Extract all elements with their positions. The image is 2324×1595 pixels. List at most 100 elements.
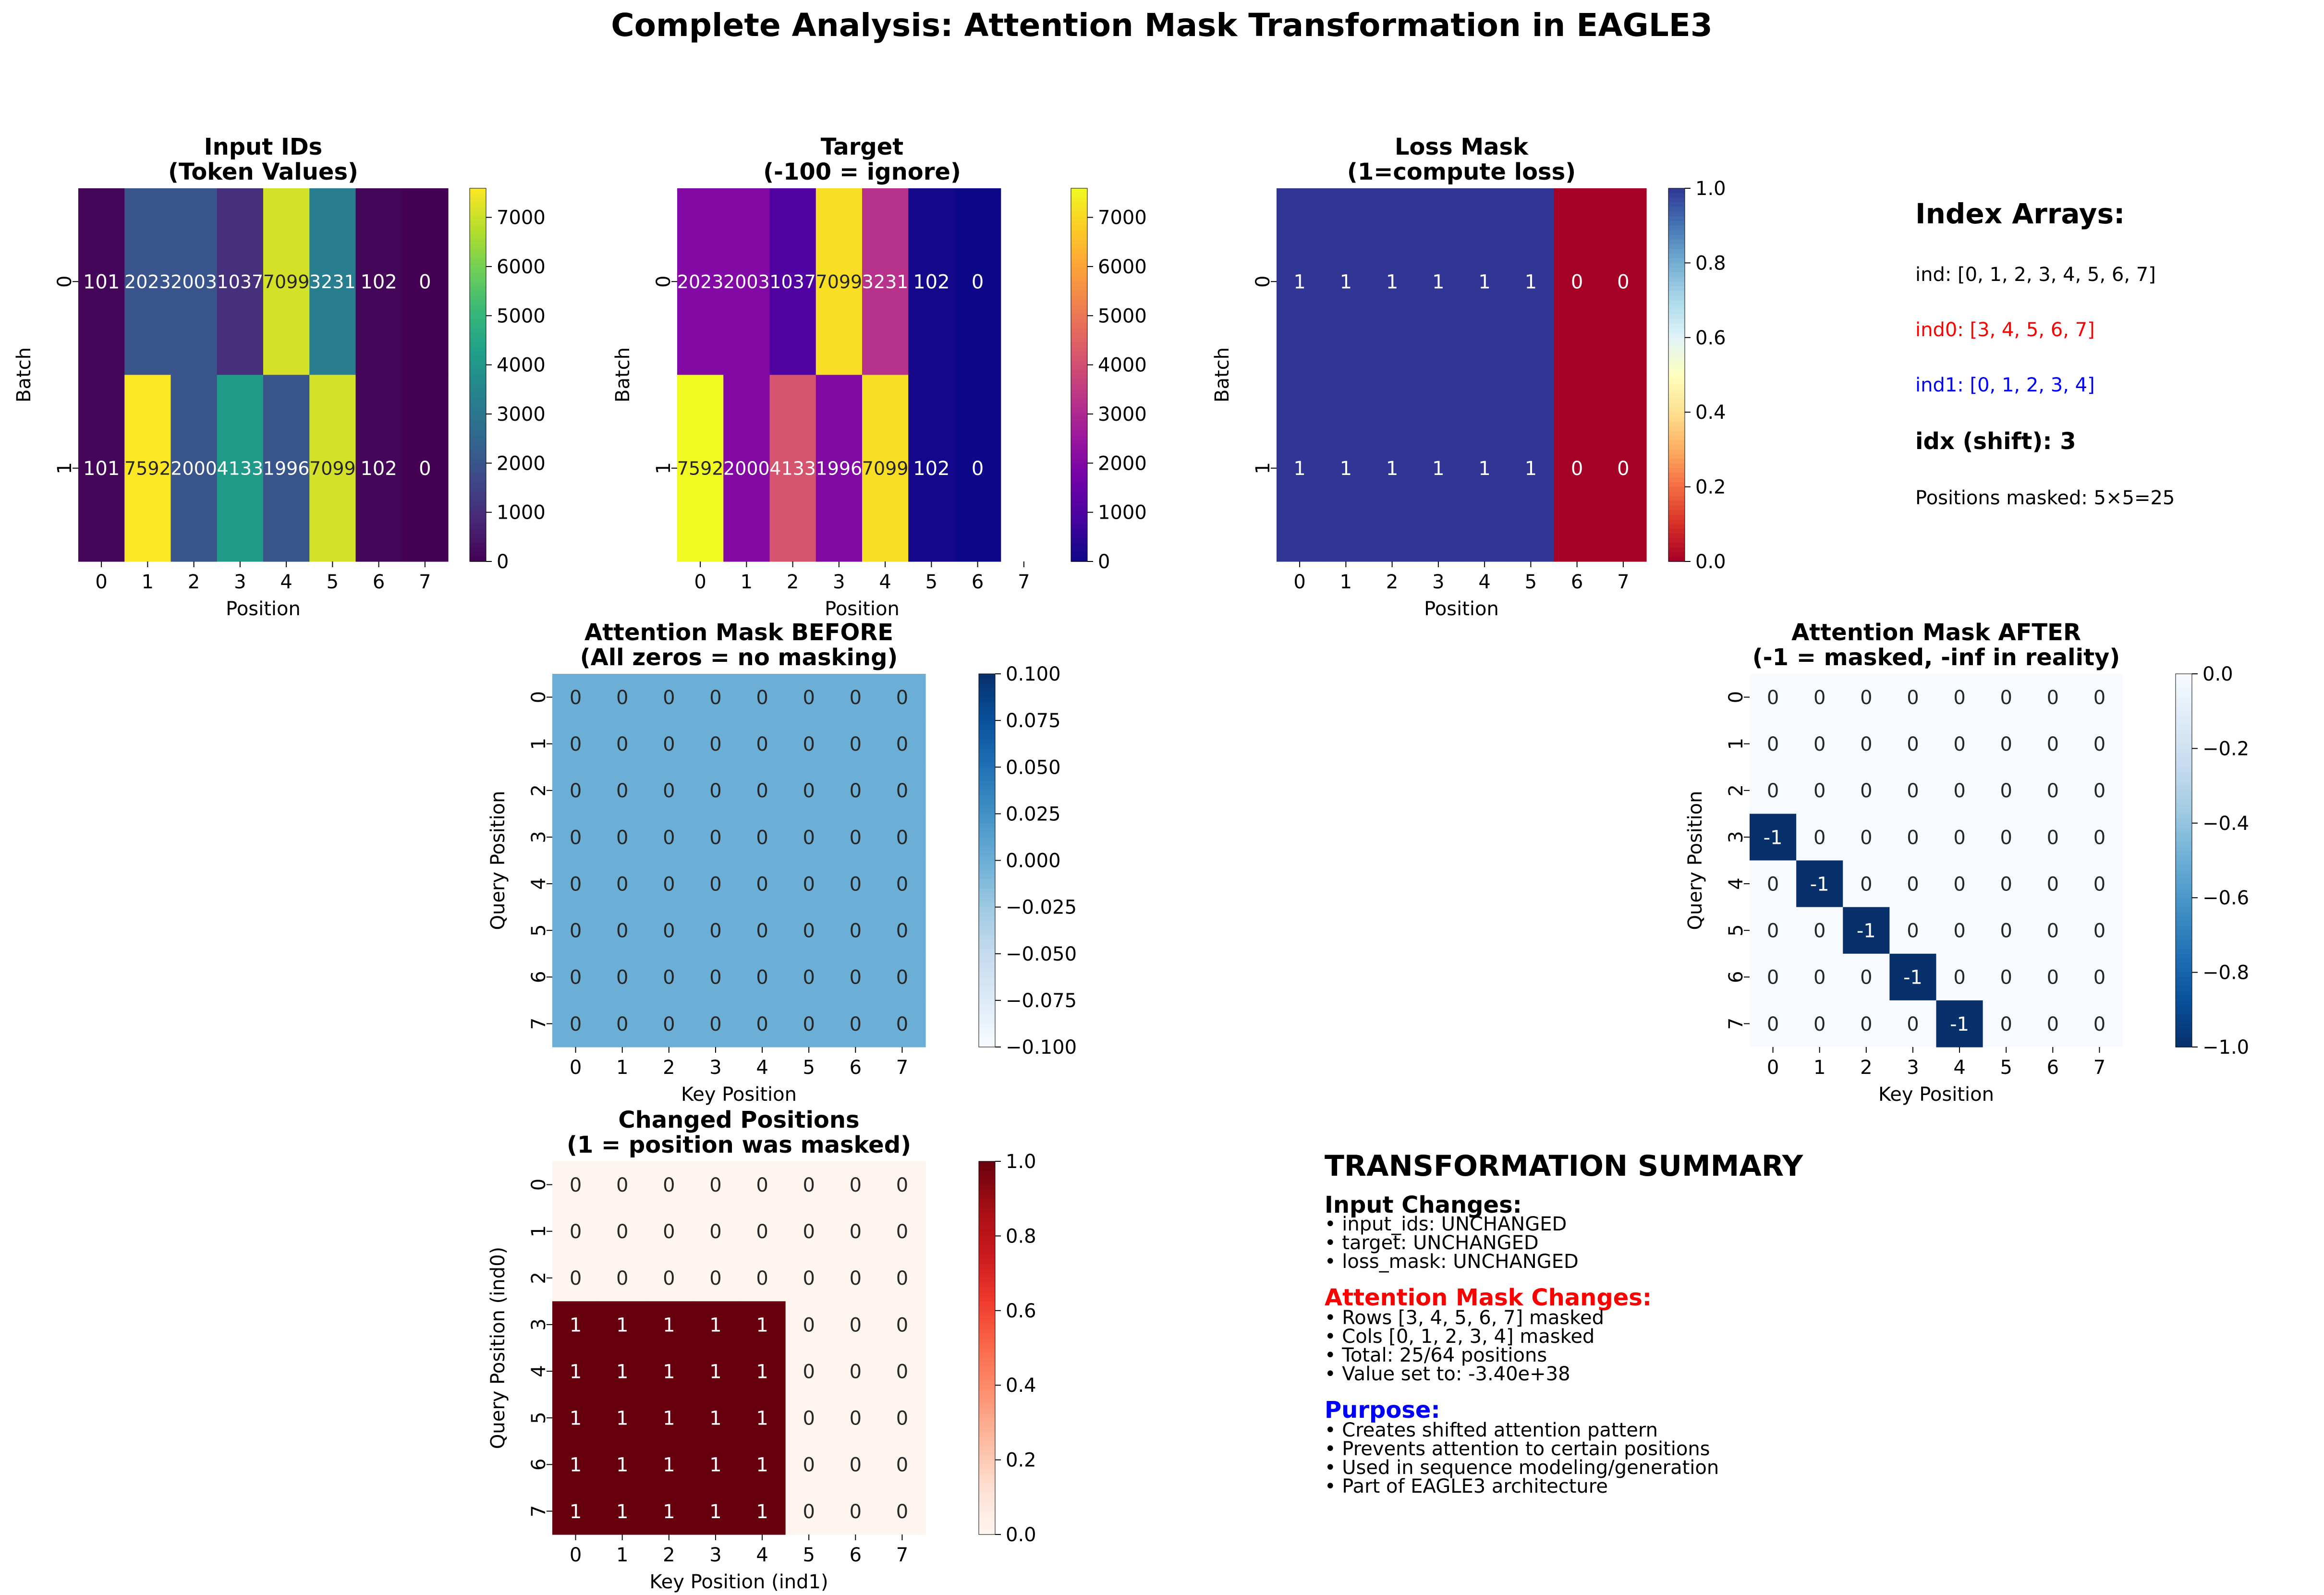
colorbar-segment [470, 351, 486, 357]
cell-value-label: 0 [756, 827, 768, 849]
colorbar-tick-label: 5000 [1098, 305, 1147, 327]
cell-value-label: 0 [1767, 873, 1779, 895]
colorbar-segment [1668, 235, 1685, 240]
colorbar-segment [979, 1324, 995, 1330]
cell-value-label: 0 [2047, 920, 2059, 942]
colorbar-segment [1668, 449, 1685, 455]
x-tick-label: 1 [1340, 571, 1352, 593]
colorbar-segment [470, 328, 486, 333]
colorbar-segment [979, 1348, 995, 1353]
cell-value-label: 0 [756, 687, 768, 709]
heatmap-cell [815, 375, 863, 562]
cell-value-label: 0 [1953, 827, 1965, 849]
cell-value-label: 1 [570, 1361, 582, 1383]
heatmap-cell [1936, 814, 1983, 861]
cell-value-label: 0 [2047, 780, 2059, 802]
colorbar-tick-label: −0.050 [1006, 943, 1077, 965]
colorbar-segment [1668, 207, 1685, 212]
colorbar-segment [979, 1371, 995, 1376]
colorbar-segment [2176, 781, 2192, 786]
colorbar-segment [979, 1339, 995, 1344]
colorbar-segment [979, 902, 995, 908]
heatmap-cell [645, 1394, 693, 1442]
colorbar-segment [979, 1394, 995, 1400]
colorbar-segment [979, 1264, 995, 1269]
heatmap-cell [1983, 720, 2030, 767]
colorbar-segment [2176, 1019, 2192, 1024]
cell-value-label: 0 [896, 1501, 908, 1523]
colorbar-tick-label: 1000 [497, 502, 546, 524]
cell-value-label: 0 [896, 1361, 908, 1383]
colorbar-segment [1071, 291, 1087, 296]
colorbar-segment [470, 505, 486, 511]
colorbar-segment [2176, 986, 2192, 992]
cell-value-label: 0 [663, 827, 675, 849]
x-tick-label: 6 [850, 1057, 862, 1079]
colorbar-segment [1071, 500, 1087, 506]
cell-value-label: 0 [803, 1013, 815, 1035]
cell-value-label: 0 [419, 458, 431, 480]
heatmap-cell [1936, 674, 1983, 721]
colorbar-tick-label: −0.8 [2202, 962, 2249, 984]
colorbar-segment [470, 286, 486, 292]
colorbar-segment [979, 1408, 995, 1414]
colorbar-segment [1668, 393, 1685, 399]
cell-value-label: 0 [1767, 920, 1779, 942]
colorbar-segment [979, 837, 995, 842]
idx-shift-text: idx (shift): 3 [1915, 428, 2076, 455]
colorbar-tick-label: −0.4 [2202, 813, 2249, 835]
colorbar-segment [979, 874, 995, 880]
colorbar-segment [1071, 477, 1087, 483]
colorbar-segment [979, 1014, 995, 1020]
colorbar-segment [2176, 916, 2192, 922]
colorbar-segment [1668, 328, 1685, 333]
colorbar-segment [1668, 263, 1685, 268]
colorbar-segment [1071, 202, 1087, 207]
heatmap-cell [815, 188, 863, 376]
heatmap-cell [739, 1000, 786, 1047]
heatmap-cell [599, 1208, 646, 1255]
cell-value-label: 1 [663, 1361, 675, 1383]
colorbar-segment [1071, 370, 1087, 376]
cell-value-label: 0 [756, 873, 768, 895]
colorbar-segment [979, 907, 995, 913]
cell-value-label: 0 [850, 1267, 862, 1290]
colorbar-segment [1071, 314, 1087, 319]
cell-value-label: -1 [1764, 827, 1783, 849]
heatmap-cell [785, 814, 833, 861]
colorbar-segment [470, 361, 486, 366]
heatmap-cell [832, 1487, 879, 1535]
cell-value-label: 0 [896, 1013, 908, 1035]
cell-value-label: 1 [1386, 271, 1398, 293]
colorbar-segment [979, 996, 995, 1001]
heatmap-cell [785, 1208, 833, 1255]
cell-value-label: 0 [850, 1174, 862, 1196]
cell-value-label: 0 [1860, 827, 1872, 849]
x-tick-label: 2 [1386, 571, 1398, 593]
heatmap-cell [785, 1301, 833, 1349]
heatmap-cell [552, 1487, 599, 1535]
colorbar-tick-label: 0 [497, 551, 509, 573]
colorbar-segment [979, 1226, 995, 1232]
cell-value-label: 3231 [309, 271, 356, 292]
colorbar-segment [1071, 459, 1087, 464]
cell-value-label: 0 [803, 1454, 815, 1476]
colorbar-segment [2176, 800, 2192, 805]
colorbar-segment [470, 402, 486, 408]
colorbar-segment [1071, 543, 1087, 548]
heatmap-cell [552, 907, 599, 954]
heatmap-cell [832, 1441, 879, 1488]
colorbar-segment [979, 1037, 995, 1043]
cell-value-label: 0 [896, 967, 908, 989]
colorbar-segment [979, 1310, 995, 1316]
cell-value-label: 0 [896, 920, 908, 942]
colorbar-segment [979, 1282, 995, 1288]
colorbar-segment [979, 757, 995, 763]
cell-value-label: 1 [1478, 458, 1490, 480]
colorbar-segment [2176, 888, 2192, 894]
colorbar-segment [1668, 491, 1685, 497]
heatmap-cell [739, 1394, 786, 1442]
cell-value-label: 0 [709, 1174, 721, 1196]
colorbar-segment [1668, 300, 1685, 305]
colorbar-segment [1071, 487, 1087, 492]
